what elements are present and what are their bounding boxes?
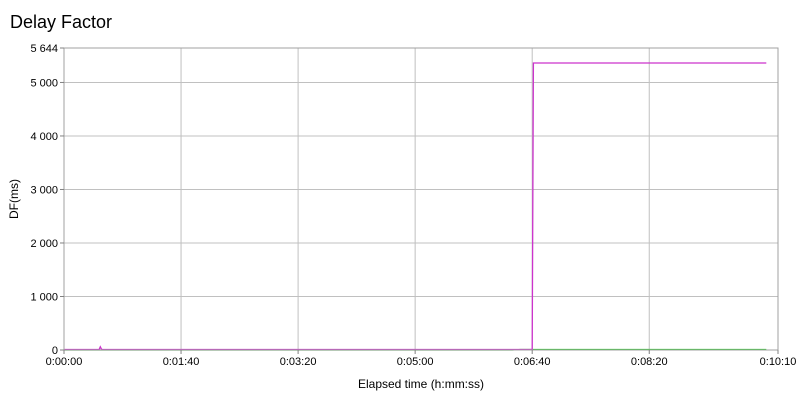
y-tick-label: 4 000	[30, 131, 58, 143]
x-tick-label: 0:10:10	[760, 356, 797, 368]
y-tick-label: 3 000	[30, 184, 58, 196]
y-tick-label: 1 000	[30, 291, 58, 303]
y-tick-label: 5 000	[30, 77, 58, 89]
x-tick-label: 0:01:40	[163, 356, 200, 368]
y-tick-label: 0	[52, 345, 58, 357]
plot-area	[64, 48, 778, 350]
y-tick-label: 2 000	[30, 238, 58, 250]
x-tick-label: 0:06:40	[514, 356, 551, 368]
x-axis-label: Elapsed time (h:mm:ss)	[358, 377, 484, 391]
x-tick-label: 0:08:20	[631, 356, 668, 368]
y-axis-label: DF(ms)	[7, 179, 21, 219]
x-tick-label: 0:00:00	[46, 356, 83, 368]
x-tick-label: 0:03:20	[280, 356, 317, 368]
x-tick-label: 0:05:00	[397, 356, 434, 368]
y-tick-label: 5 644	[30, 43, 58, 55]
